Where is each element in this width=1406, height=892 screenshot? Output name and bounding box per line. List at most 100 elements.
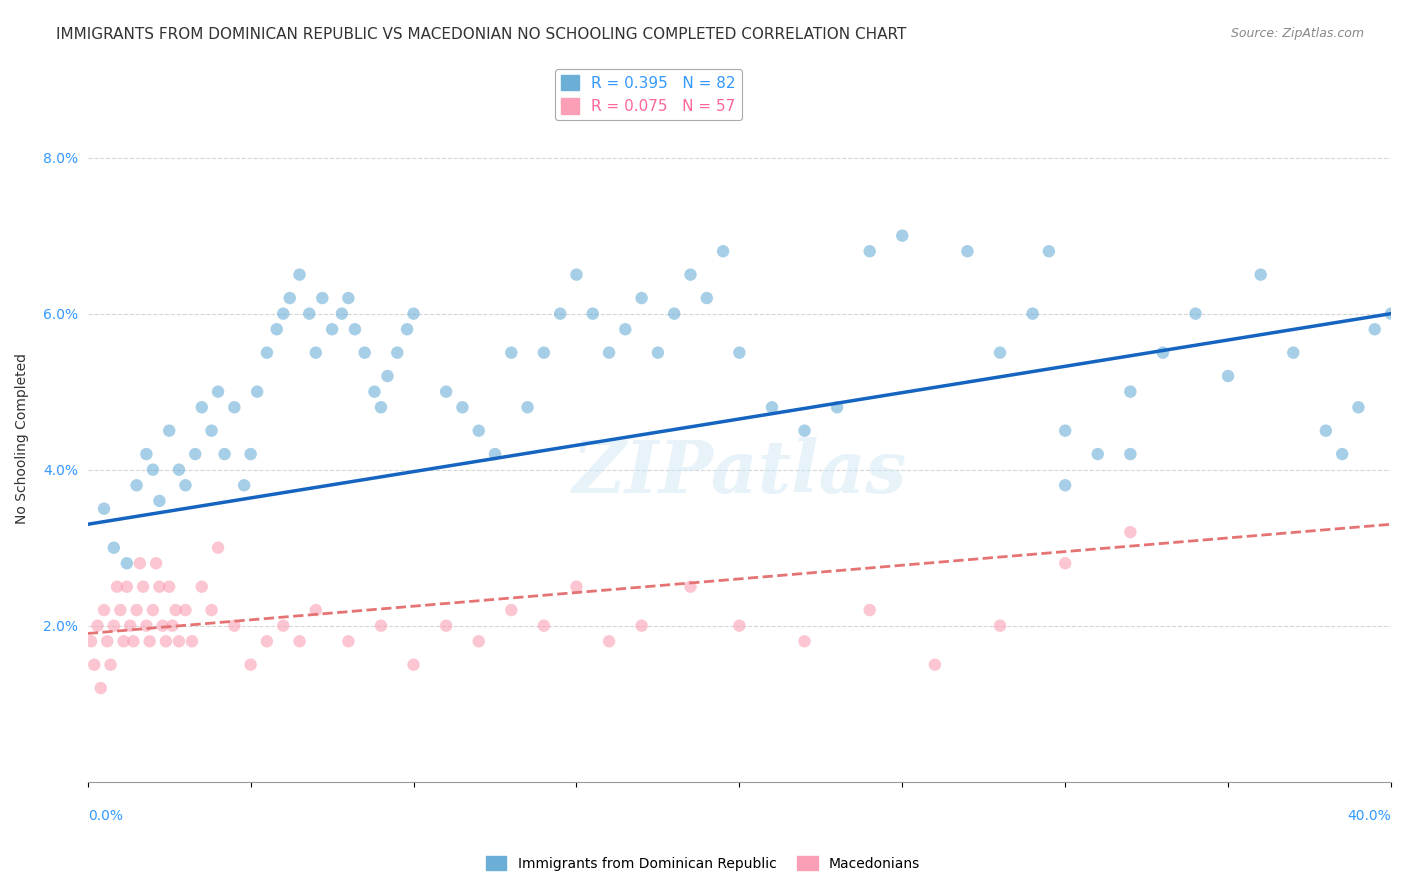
Point	[402, 657, 425, 672]
Point	[1216, 369, 1239, 384]
Point	[565, 268, 588, 282]
Point	[728, 618, 751, 632]
Point	[93, 501, 115, 516]
Point	[451, 401, 474, 415]
Point	[679, 268, 702, 282]
Point	[311, 291, 333, 305]
Point	[128, 556, 150, 570]
Point	[664, 307, 686, 321]
Point	[467, 634, 489, 648]
Point	[1021, 307, 1043, 321]
Point	[103, 618, 125, 632]
Point	[115, 556, 138, 570]
Point	[174, 603, 197, 617]
Point	[96, 634, 118, 648]
Point	[467, 424, 489, 438]
Point	[162, 618, 184, 632]
Point	[548, 307, 571, 321]
Point	[191, 580, 214, 594]
Point	[598, 634, 620, 648]
Point	[184, 447, 207, 461]
Point	[501, 603, 523, 617]
Point	[988, 618, 1011, 632]
Point	[120, 618, 142, 632]
Point	[1054, 478, 1077, 492]
Point	[157, 424, 180, 438]
Point	[142, 463, 165, 477]
Point	[1087, 447, 1109, 461]
Point	[148, 580, 170, 594]
Point	[148, 494, 170, 508]
Point	[516, 401, 538, 415]
Point	[1282, 345, 1305, 359]
Point	[793, 424, 815, 438]
Point	[363, 384, 385, 399]
Point	[1038, 244, 1060, 259]
Point	[152, 618, 174, 632]
Point	[761, 401, 783, 415]
Point	[191, 401, 214, 415]
Point	[132, 580, 155, 594]
Point	[337, 634, 360, 648]
Point	[125, 478, 148, 492]
Point	[122, 634, 145, 648]
Point	[321, 322, 343, 336]
Point	[298, 307, 321, 321]
Point	[214, 447, 236, 461]
Point	[924, 657, 946, 672]
Point	[711, 244, 734, 259]
Point	[224, 618, 246, 632]
Point	[167, 463, 190, 477]
Point	[1054, 556, 1077, 570]
Point	[83, 657, 105, 672]
Point	[330, 307, 353, 321]
Point	[614, 322, 637, 336]
Point	[370, 618, 392, 632]
Point	[377, 369, 399, 384]
Point	[988, 345, 1011, 359]
Point	[1119, 447, 1142, 461]
Point	[679, 580, 702, 594]
Point	[100, 657, 122, 672]
Point	[105, 580, 128, 594]
Point	[1364, 322, 1386, 336]
Point	[434, 384, 457, 399]
Point	[135, 618, 157, 632]
Legend: R = 0.395   N = 82, R = 0.075   N = 57: R = 0.395 N = 82, R = 0.075 N = 57	[554, 69, 742, 120]
Point	[533, 345, 555, 359]
Point	[598, 345, 620, 359]
Point	[793, 634, 815, 648]
Point	[825, 401, 848, 415]
Point	[145, 556, 167, 570]
Point	[125, 603, 148, 617]
Point	[1119, 524, 1142, 539]
Point	[138, 634, 160, 648]
Point	[1250, 268, 1272, 282]
Point	[110, 603, 132, 617]
Point	[288, 268, 311, 282]
Text: 0.0%: 0.0%	[87, 809, 122, 823]
Point	[200, 424, 222, 438]
Point	[167, 634, 190, 648]
Point	[859, 244, 882, 259]
Point	[696, 291, 718, 305]
Point	[395, 322, 418, 336]
Point	[1331, 447, 1354, 461]
Point	[233, 478, 256, 492]
Point	[80, 634, 103, 648]
Point	[501, 345, 523, 359]
Point	[1347, 401, 1369, 415]
Point	[1152, 345, 1174, 359]
Point	[90, 681, 112, 695]
Point	[112, 634, 135, 648]
Point	[1054, 424, 1077, 438]
Text: 40.0%: 40.0%	[1347, 809, 1391, 823]
Point	[630, 618, 652, 632]
Point	[337, 291, 360, 305]
Point	[1315, 424, 1337, 438]
Point	[86, 618, 108, 632]
Point	[157, 580, 180, 594]
Point	[370, 401, 392, 415]
Point	[256, 345, 278, 359]
Point	[155, 634, 177, 648]
